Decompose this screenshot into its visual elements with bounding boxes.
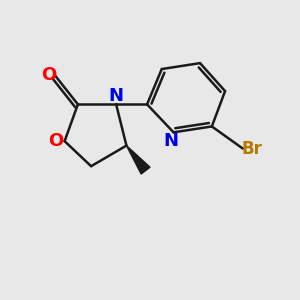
Text: N: N — [163, 132, 178, 150]
Polygon shape — [126, 146, 150, 174]
Text: N: N — [108, 87, 123, 105]
Text: Br: Br — [241, 140, 262, 158]
Text: O: O — [41, 66, 56, 84]
Text: O: O — [48, 132, 63, 150]
